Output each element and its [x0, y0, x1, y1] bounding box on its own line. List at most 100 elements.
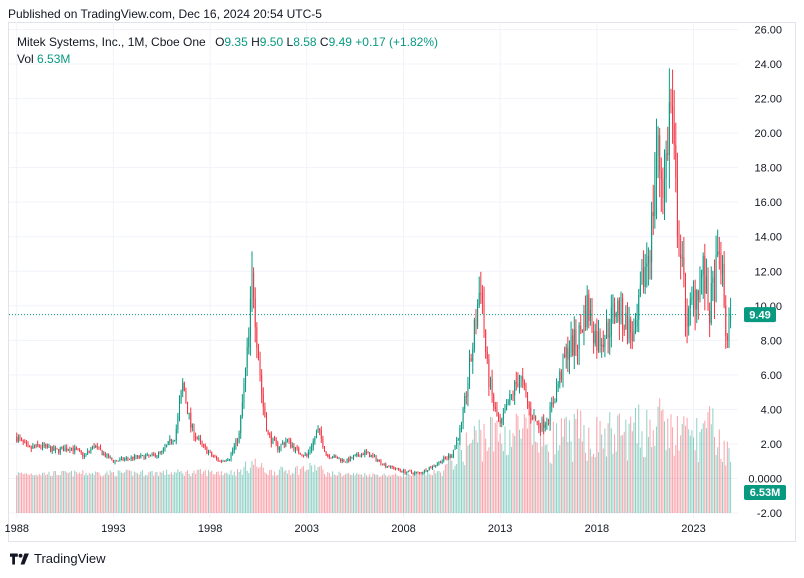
candle-body — [543, 418, 545, 428]
volume-bar — [417, 473, 419, 513]
volume-bar — [278, 469, 280, 513]
volume-bar — [114, 475, 116, 513]
volume-bar — [272, 475, 274, 513]
volume-bar — [464, 465, 466, 513]
candle-body — [533, 415, 535, 420]
candle-body — [172, 441, 174, 443]
volume-bar — [580, 410, 582, 513]
volume-bar — [620, 435, 622, 513]
volume-bar — [730, 461, 732, 513]
volume-bar — [457, 442, 459, 513]
volume-bar — [369, 474, 371, 513]
volume-bar — [636, 443, 638, 513]
volume-bar — [77, 473, 79, 513]
candle-body — [644, 266, 646, 288]
volume-bar — [93, 474, 95, 513]
volume-bar — [203, 471, 205, 513]
candle-body — [525, 385, 527, 395]
symbol-title[interactable]: Mitek Systems, Inc., 1M, Cboe One — [17, 35, 206, 49]
volume-bar — [649, 419, 651, 513]
candle-body — [599, 331, 601, 347]
volume-bar — [604, 428, 606, 513]
candle-body — [248, 336, 250, 348]
candle-body — [236, 439, 238, 443]
candle-body — [538, 422, 540, 429]
volume-bar — [614, 434, 616, 513]
volume-bar — [514, 435, 516, 513]
volume-bar — [539, 429, 541, 513]
y-tick-label: 22.00 — [754, 94, 782, 106]
candle-body — [367, 452, 369, 454]
volume-bar — [140, 471, 142, 513]
volume-bar — [243, 466, 245, 513]
volume-bar — [575, 419, 577, 513]
candle-body — [415, 472, 417, 474]
volume-bar — [423, 471, 425, 513]
volume-bar — [512, 433, 514, 513]
volume-bar — [315, 470, 317, 513]
candle-body — [195, 436, 197, 438]
price-axis[interactable]: 26.00 24.00 22.00 20.00 18.00 16.00 14.00 12.00… — [748, 25, 782, 521]
candle-body — [164, 447, 166, 449]
volume-bar — [633, 422, 635, 513]
volume-bar — [704, 420, 706, 513]
volume-bar — [564, 418, 566, 513]
volume-bar — [353, 472, 355, 513]
volume-bar — [359, 474, 361, 513]
candle-body — [27, 444, 29, 447]
volume-bar — [257, 468, 259, 513]
volume-bar — [440, 472, 442, 513]
x-tick-label: 2018 — [585, 523, 609, 535]
volume-bar — [456, 464, 458, 513]
volume-bar — [146, 475, 148, 513]
candle-body — [709, 310, 711, 324]
volume-bar — [330, 476, 332, 513]
footer-brand[interactable]: TradingView — [10, 551, 106, 566]
candle-body — [251, 272, 253, 299]
candle-body — [199, 438, 201, 442]
candle-body — [83, 455, 85, 457]
volume-bar — [162, 470, 164, 513]
candle-body — [472, 348, 474, 362]
candle-body — [141, 455, 143, 457]
candle-body — [527, 394, 529, 404]
volume-bar — [722, 462, 724, 513]
candle-body — [568, 352, 570, 360]
candle-body — [572, 335, 574, 356]
volume-bar — [565, 416, 567, 513]
candle-body — [256, 327, 258, 348]
volume-bar — [224, 473, 226, 513]
last-volume-tag-box — [744, 485, 786, 500]
high-label: H — [251, 35, 260, 49]
candle-body — [577, 346, 579, 349]
volume-bar — [486, 450, 488, 513]
volume-bar — [554, 454, 556, 513]
candle-body — [672, 106, 674, 125]
volume-bar — [560, 418, 562, 513]
volume-bar — [249, 467, 251, 513]
candle-body — [431, 465, 433, 469]
time-axis[interactable]: 1988 1993 1998 2003 2008 2013 2018 2023 — [4, 523, 705, 535]
volume-bar — [562, 436, 564, 513]
candle-body — [420, 472, 422, 474]
volume-bar — [180, 471, 182, 513]
candle-body — [261, 375, 263, 395]
volume-bar — [689, 435, 691, 513]
volume-bar — [382, 475, 384, 513]
volume-bar — [364, 472, 366, 513]
volume-bar — [501, 443, 503, 513]
volume-bar — [655, 426, 657, 513]
candle-body — [601, 344, 603, 347]
volume-bar — [137, 473, 139, 513]
volume-bar — [399, 475, 401, 513]
candle-body — [80, 450, 82, 453]
candle-body — [673, 124, 675, 146]
candle-body — [678, 236, 680, 255]
y-tick-label: 8.00 — [761, 335, 782, 347]
volume-bar — [17, 472, 19, 513]
volume-bar — [183, 475, 185, 513]
volume-bar — [506, 455, 508, 513]
volume-bar — [125, 469, 127, 513]
candle-body — [159, 452, 161, 454]
